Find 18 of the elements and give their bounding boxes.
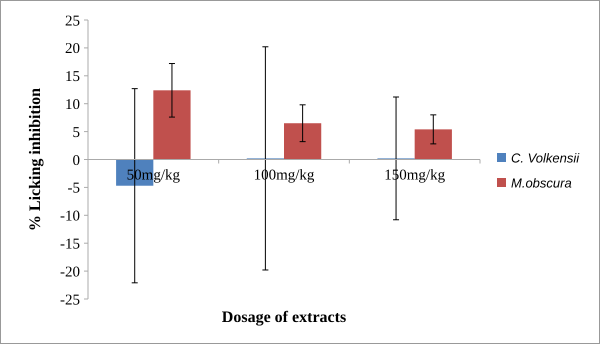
y-tick-label: 15 bbox=[65, 69, 80, 86]
y-tick-label: 20 bbox=[65, 41, 80, 58]
y-tick-label: 25 bbox=[65, 13, 80, 30]
bar bbox=[153, 90, 191, 160]
y-tick-label: -10 bbox=[60, 208, 80, 225]
x-axis-title: Dosage of extracts bbox=[222, 309, 346, 326]
y-tick-label: -5 bbox=[68, 180, 80, 197]
bar bbox=[284, 123, 322, 160]
y-tick-label: -25 bbox=[60, 292, 80, 308]
y-tick-label: 0 bbox=[72, 152, 80, 169]
y-axis-title: % Licking inhibition bbox=[27, 88, 44, 232]
y-tick-label: -15 bbox=[60, 236, 80, 252]
legend-label: C. Volkensii bbox=[511, 150, 580, 166]
y-tick-label: 5 bbox=[72, 124, 80, 141]
bar bbox=[414, 129, 452, 160]
y-tick-label: 10 bbox=[65, 96, 80, 113]
y-tick-label: -20 bbox=[60, 264, 80, 280]
legend-label: M.obscura bbox=[511, 176, 572, 191]
